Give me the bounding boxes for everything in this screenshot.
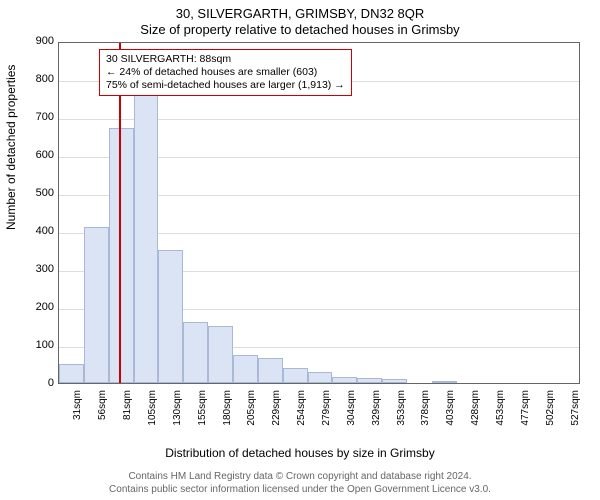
histogram-bar xyxy=(183,322,208,383)
histogram-bar xyxy=(382,379,407,383)
y-tick-label: 500 xyxy=(24,187,54,199)
x-tick-label: 205sqm xyxy=(246,390,257,430)
annotation-line2: ← 24% of detached houses are smaller (60… xyxy=(106,66,345,79)
chart-title-line2: Size of property relative to detached ho… xyxy=(0,22,600,37)
x-tick-label: 453sqm xyxy=(495,390,506,430)
x-tick-label: 502sqm xyxy=(545,390,556,430)
histogram-bar xyxy=(109,128,134,383)
y-tick-label: 400 xyxy=(24,225,54,237)
histogram-bar xyxy=(134,83,159,383)
annotation-box: 30 SILVERGARTH: 88sqm ← 24% of detached … xyxy=(99,49,352,96)
histogram-bar xyxy=(308,372,333,383)
x-tick-label: 180sqm xyxy=(222,390,233,430)
x-tick-label: 477sqm xyxy=(520,390,531,430)
footer-line1: Contains HM Land Registry data © Crown c… xyxy=(0,471,600,484)
x-tick-label: 527sqm xyxy=(570,390,581,430)
footer-line2: Contains public sector information licen… xyxy=(0,484,600,497)
x-tick-label: 353sqm xyxy=(396,390,407,430)
annotation-line1: 30 SILVERGARTH: 88sqm xyxy=(106,53,345,66)
histogram-bar xyxy=(208,326,233,383)
chart-container: { "titles": { "line1": "30, SILVERGARTH,… xyxy=(0,0,600,500)
y-tick-label: 100 xyxy=(24,339,54,351)
histogram-bar xyxy=(84,227,109,383)
histogram-bar xyxy=(59,364,84,383)
histogram-bar xyxy=(432,381,457,383)
histogram-bar xyxy=(158,250,183,383)
histogram-bar xyxy=(332,377,357,383)
histogram-bar xyxy=(283,368,308,383)
y-axis-label: Number of detached properties xyxy=(4,65,18,230)
x-tick-label: 81sqm xyxy=(122,390,133,430)
x-tick-label: 279sqm xyxy=(321,390,332,430)
histogram-bar xyxy=(258,358,283,383)
x-tick-label: 56sqm xyxy=(97,390,108,430)
x-tick-label: 254sqm xyxy=(296,390,307,430)
x-tick-label: 428sqm xyxy=(470,390,481,430)
y-tick-label: 700 xyxy=(24,111,54,123)
x-tick-label: 329sqm xyxy=(371,390,382,430)
x-tick-label: 403sqm xyxy=(445,390,456,430)
x-tick-label: 378sqm xyxy=(420,390,431,430)
x-tick-label: 304sqm xyxy=(346,390,357,430)
annotation-line3: 75% of semi-detached houses are larger (… xyxy=(106,79,345,92)
y-tick-label: 200 xyxy=(24,301,54,313)
x-tick-label: 130sqm xyxy=(172,390,183,430)
x-axis-label: Distribution of detached houses by size … xyxy=(0,446,600,460)
y-tick-label: 900 xyxy=(24,35,54,47)
x-tick-label: 105sqm xyxy=(147,390,158,430)
histogram-bar xyxy=(233,355,258,384)
chart-title-line1: 30, SILVERGARTH, GRIMSBY, DN32 8QR xyxy=(0,6,600,21)
plot-area: 30 SILVERGARTH: 88sqm ← 24% of detached … xyxy=(58,42,580,384)
y-tick-label: 600 xyxy=(24,149,54,161)
x-tick-label: 31sqm xyxy=(72,390,83,430)
y-tick-label: 800 xyxy=(24,73,54,85)
footer-attribution: Contains HM Land Registry data © Crown c… xyxy=(0,471,600,496)
x-tick-label: 229sqm xyxy=(271,390,282,430)
x-tick-label: 155sqm xyxy=(197,390,208,430)
y-tick-label: 0 xyxy=(24,377,54,389)
y-tick-label: 300 xyxy=(24,263,54,275)
histogram-bar xyxy=(357,378,382,383)
